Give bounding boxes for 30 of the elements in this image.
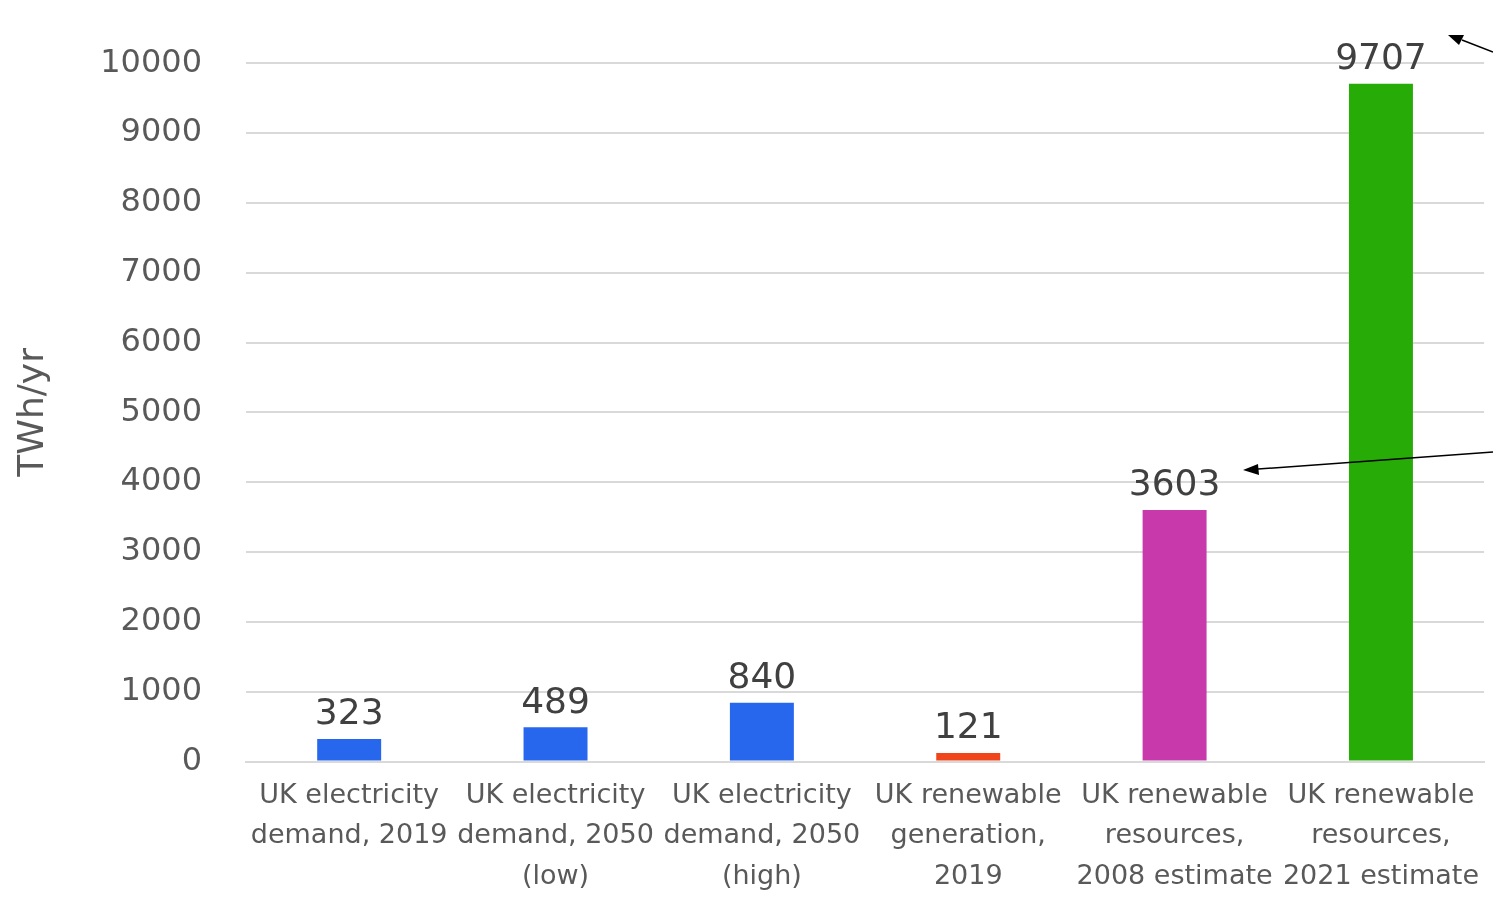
bar — [1348, 83, 1413, 761]
x-tick-label: UK renewable resources, 2021 estimate — [1282, 777, 1479, 890]
x-tick-label: UK electricity demand, 2050 (high) — [663, 777, 861, 890]
x-tick-label: UK electricity demand, 2050 (low) — [457, 777, 654, 890]
data-label: 323 — [314, 691, 384, 733]
x-tick-label: UK electricity demand, 2019 — [250, 777, 448, 850]
bar — [523, 727, 588, 761]
y-tick-label: 7000 — [120, 251, 202, 289]
y-tick-label: 3000 — [120, 530, 202, 569]
y-tick-label: 4000 — [120, 460, 202, 499]
bar — [1142, 509, 1207, 761]
x-tick-label: UK renewable resources, 2008 estimate — [1076, 777, 1273, 890]
data-label: 121 — [933, 705, 1003, 747]
y-tick-label: 10000 — [100, 41, 202, 80]
y-tick-label: 6000 — [120, 320, 202, 359]
y-tick-label: 1000 — [120, 669, 202, 708]
bar — [936, 753, 1001, 761]
y-tick-label: 9000 — [120, 111, 202, 150]
data-label: 9707 — [1335, 36, 1427, 78]
y-tick-label: 5000 — [120, 390, 202, 429]
bar — [729, 702, 794, 761]
y-tick-label: 0 — [181, 739, 202, 778]
x-tick-label: UK renewable generation, 2019 — [874, 777, 1062, 890]
data-label: 3603 — [1128, 462, 1221, 504]
data-label: 840 — [727, 655, 797, 697]
y-tick-label: 2000 — [120, 600, 202, 639]
y-axis-title: TWh/yr — [9, 347, 51, 478]
y-tick-label: 8000 — [120, 181, 202, 220]
data-label: 489 — [521, 679, 590, 721]
bar — [317, 738, 382, 761]
